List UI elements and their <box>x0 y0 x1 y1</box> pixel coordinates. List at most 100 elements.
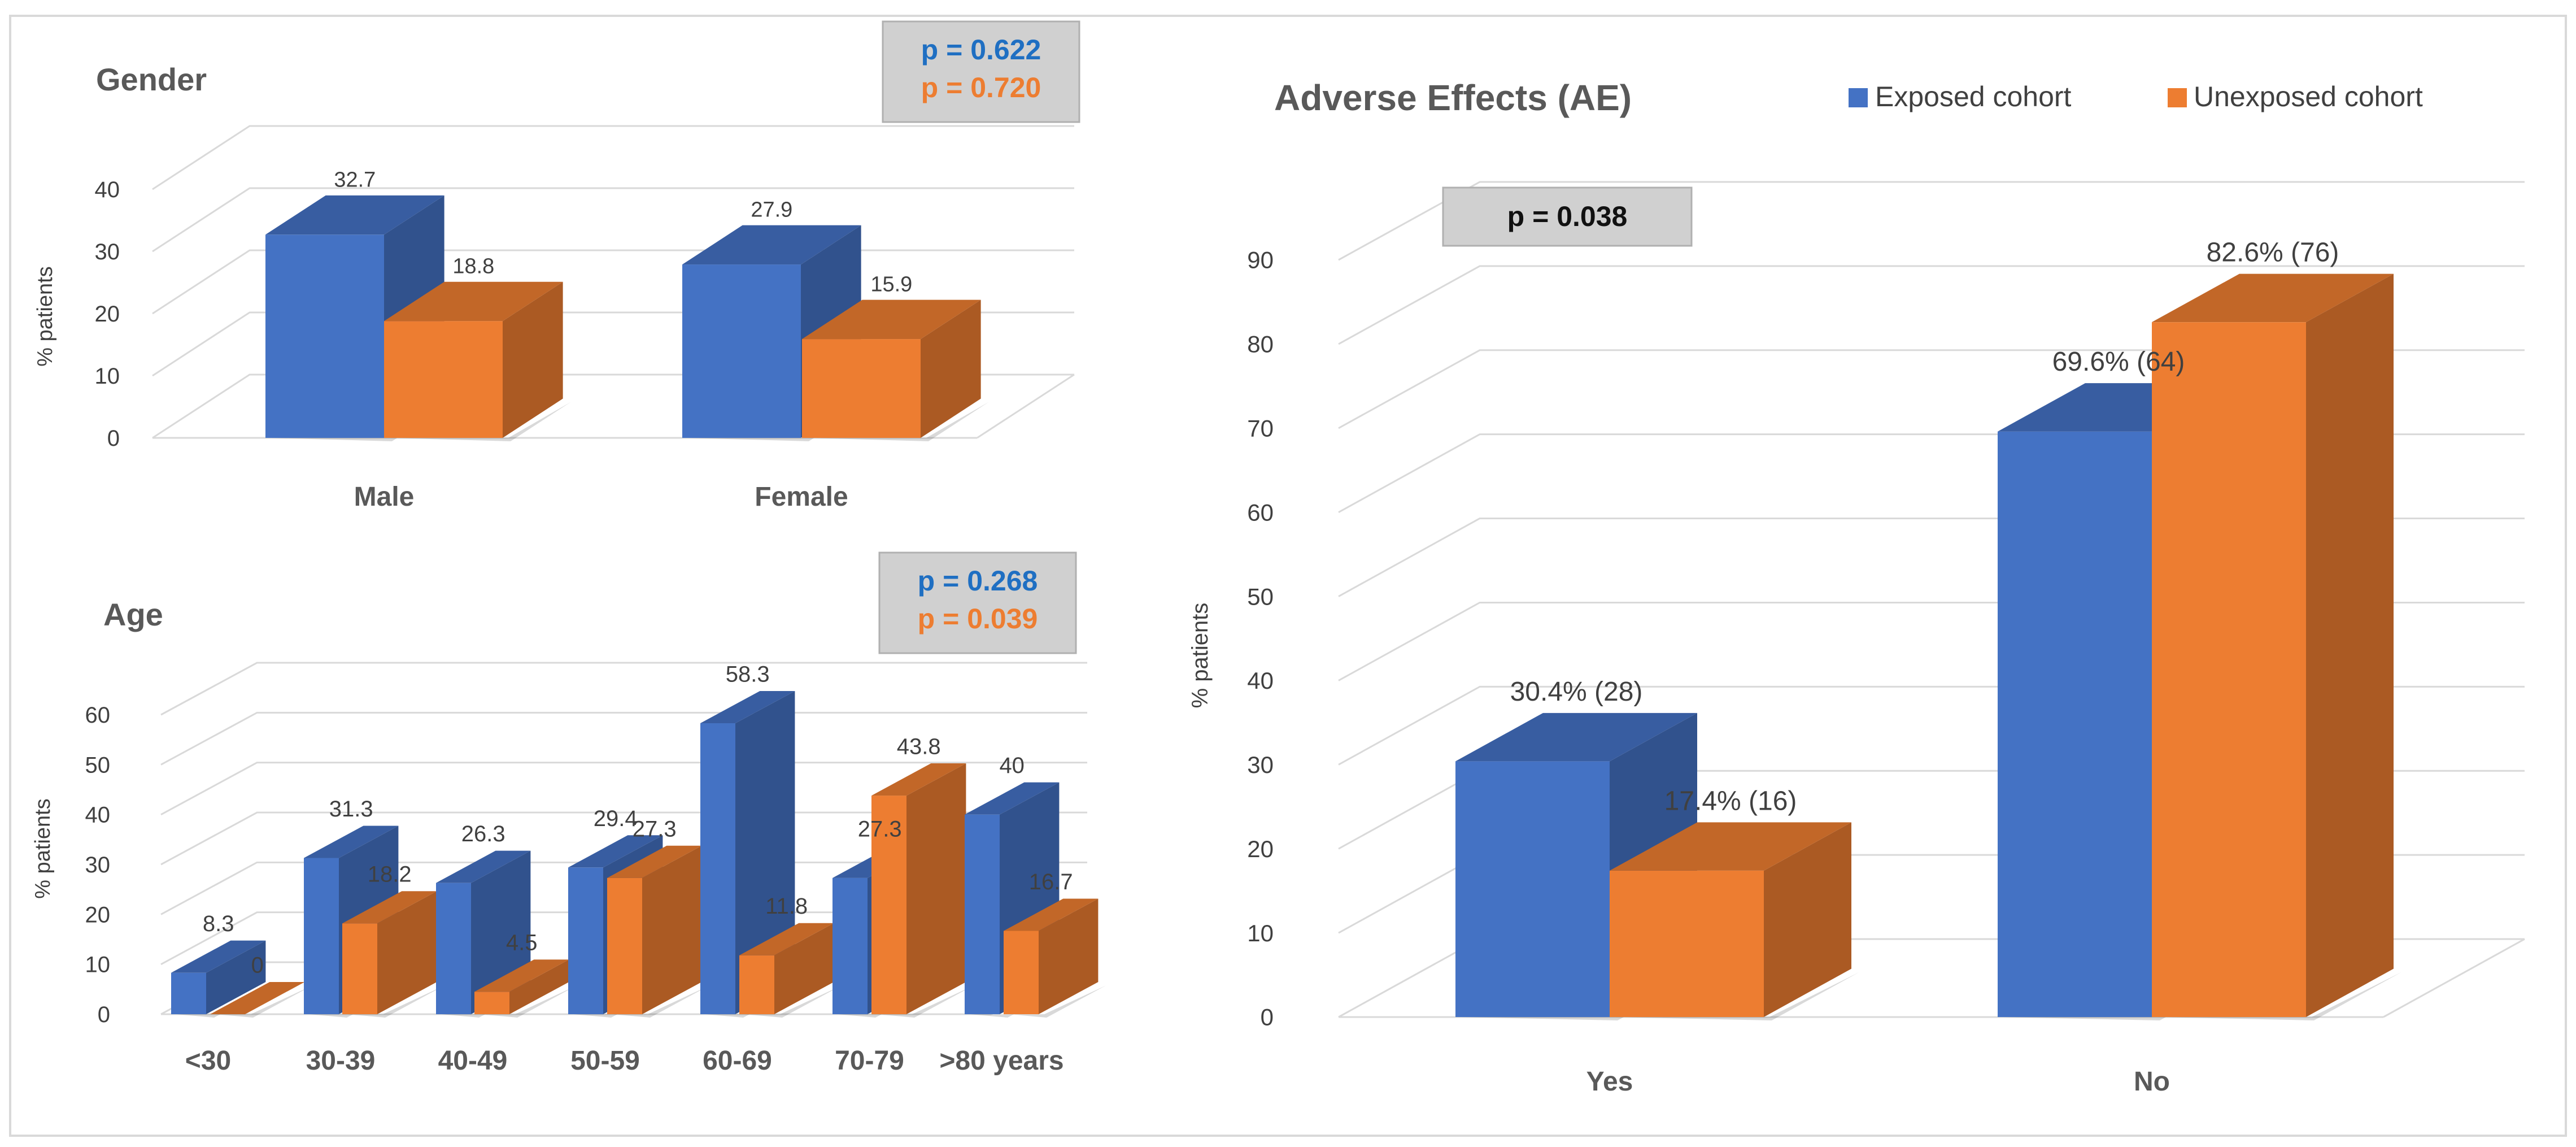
legend-exposed-label: Exposed cohort <box>1875 81 2072 112</box>
gender-bar-side <box>921 299 981 438</box>
gender-data-labels: 32.7 18.8 27.9 15.9 <box>334 168 912 296</box>
age-bar-unexposed-1 <box>342 891 445 1018</box>
ae-y-tick-label: 80 <box>1247 331 1274 358</box>
ae-bar-top <box>1455 712 1697 762</box>
age-gridline <box>160 811 1087 866</box>
age-bar-exposed-0 <box>171 940 274 1018</box>
ae-p-value: p = 0.038 <box>1507 201 1628 232</box>
age-bar-side <box>774 923 834 1014</box>
age-p-value-box <box>878 551 1077 654</box>
gender-bar-shadow <box>808 402 989 441</box>
gender-p-unexposed: p = 0.720 <box>921 72 1041 103</box>
age-bar-shadow <box>613 985 710 1018</box>
ae-p-value-box <box>1442 186 1693 247</box>
gender-chart: Gender % patients 0 10 20 30 40 32.7 18.8 27.9… <box>33 20 1080 512</box>
ae-bar-front <box>1610 870 1764 1017</box>
age-y-tick-label: 20 <box>85 902 111 927</box>
age-bar-shadow <box>480 985 577 1018</box>
age-data-labels: 8.3031.318.226.34.529.427.358.311.827.34… <box>203 662 1073 977</box>
gender-bar-shadow <box>390 402 571 441</box>
ae-gridline <box>1338 181 2525 261</box>
age-bar-shadow <box>1009 985 1106 1018</box>
age-category-label: 70-79 <box>835 1046 904 1076</box>
gender-bar-front <box>384 321 503 438</box>
age-data-label-exposed: 26.3 <box>461 822 505 846</box>
gender-data-label-exposed: 27.9 <box>751 198 792 221</box>
age-category-label: <30 <box>185 1046 231 1076</box>
age-bar-unexposed-0 <box>210 981 313 1018</box>
ae-category-label: Yes <box>1586 1067 1633 1097</box>
age-bar-top <box>474 959 569 992</box>
gender-category-labels: Male Female <box>354 482 848 512</box>
gender-bars <box>265 195 989 441</box>
age-bar-unexposed-6 <box>1004 898 1106 1018</box>
age-bar-top <box>304 826 399 858</box>
ae-y-axis-label: % patients <box>1188 603 1213 709</box>
age-category-label: 50-59 <box>570 1046 640 1076</box>
age-bars <box>171 690 1106 1018</box>
age-bar-front <box>700 723 735 1014</box>
ae-y-tick-label: 10 <box>1247 920 1274 946</box>
age-category-label: 30-39 <box>306 1046 376 1076</box>
ae-bar-side <box>2306 273 2394 1017</box>
age-bar-shadow <box>745 985 842 1018</box>
age-bar-front <box>1004 931 1039 1014</box>
ae-y-tick-label: 40 <box>1247 667 1274 694</box>
age-data-label-unexposed: 18.2 <box>368 862 412 887</box>
gender-y-tick-label: 10 <box>95 364 120 389</box>
age-data-label-exposed: 58.3 <box>726 662 770 687</box>
age-bar-front <box>342 923 377 1014</box>
age-y-tick-label: 10 <box>85 953 111 977</box>
ae-data-label-exposed: 69.6% (64) <box>2052 347 2185 377</box>
age-bar-shadow <box>216 985 313 1018</box>
age-category-label: 40-49 <box>438 1046 508 1076</box>
age-bar-top <box>171 940 266 973</box>
age-bar-top <box>965 782 1060 815</box>
age-gridline <box>160 711 1087 766</box>
gender-bar-top <box>682 225 861 265</box>
ae-y-tick-label: 0 <box>1261 1004 1274 1031</box>
age-bar-front <box>474 992 509 1014</box>
age-bar-shadow <box>348 985 445 1018</box>
ae-y-tick-label: 90 <box>1247 247 1274 273</box>
ae-y-tick-label: 50 <box>1247 583 1274 610</box>
age-bar-side <box>1039 898 1099 1014</box>
gender-category-label: Male <box>354 482 415 512</box>
age-gridline <box>160 861 1087 915</box>
age-bar-side <box>509 959 569 1014</box>
age-bar-front <box>304 858 339 1014</box>
gender-p-value-box <box>882 20 1080 123</box>
age-bar-top <box>1004 898 1099 931</box>
gender-y-ticks: 0 10 20 30 40 <box>95 177 120 451</box>
age-p-unexposed: p = 0.039 <box>918 603 1038 635</box>
age-chart-title: Age <box>103 597 163 632</box>
age-data-label-exposed: 8.3 <box>203 911 234 936</box>
ae-y-tick-label: 70 <box>1247 415 1274 441</box>
gender-p-exposed: p = 0.622 <box>921 34 1041 66</box>
age-y-tick-label: 60 <box>85 703 111 728</box>
age-bar-unexposed-3 <box>607 845 710 1018</box>
ae-data-label-unexposed: 17.4% (16) <box>1664 786 1797 816</box>
ae-bar-top <box>2152 273 2394 323</box>
age-bar-front <box>965 814 1000 1014</box>
age-chart: Age % patients 0 10 20 30 40 50 60 8.3 0 31.3 18.… <box>31 551 1106 1076</box>
gender-bar-front <box>802 339 921 438</box>
ae-data-label-unexposed: 82.6% (76) <box>2207 238 2339 268</box>
gender-category-label: Female <box>755 482 848 512</box>
ae-bar-front <box>1455 761 1610 1017</box>
age-y-axis-label: % patients <box>31 798 55 898</box>
gender-data-label-unexposed: 15.9 <box>870 272 912 296</box>
ae-floor-side-edge <box>2383 938 2525 1018</box>
gender-floor-side-edge <box>977 373 1075 439</box>
ae-bar-front <box>1998 431 2152 1017</box>
legend-exposed-swatch <box>1849 88 1868 107</box>
age-bar-unexposed-2 <box>474 959 577 1018</box>
gender-bar-top <box>384 281 563 321</box>
age-bar-side <box>206 940 266 1014</box>
age-bar-front <box>568 867 603 1014</box>
legend-unexposed-swatch <box>2168 88 2187 107</box>
age-gridline <box>160 911 1087 965</box>
age-bar-unexposed-4 <box>739 923 842 1018</box>
age-data-label-exposed: 40 <box>999 753 1025 778</box>
gender-y-tick-label: 0 <box>107 426 120 451</box>
